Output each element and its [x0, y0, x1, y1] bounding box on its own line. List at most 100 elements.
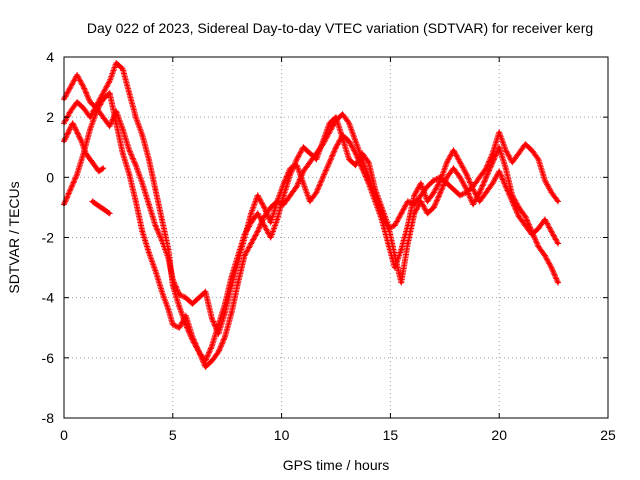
data-point: [341, 112, 345, 116]
data-point: [504, 148, 508, 152]
y-axis-label: SDTVAR / TECUs: [6, 181, 22, 293]
data-point: [471, 202, 475, 206]
data-point: [367, 160, 371, 164]
y-tick-label: -4: [42, 290, 55, 306]
data-point: [543, 254, 547, 258]
data-point: [478, 199, 482, 203]
data-point: [288, 193, 292, 197]
data-point: [140, 181, 144, 185]
data-point: [140, 229, 144, 233]
data-point: [160, 239, 164, 243]
data-point: [452, 187, 456, 191]
data-point: [327, 130, 331, 134]
data-point: [197, 350, 201, 354]
data-point: [412, 211, 416, 215]
data-point: [171, 323, 175, 327]
data-point: [147, 157, 151, 161]
data-point: [432, 190, 436, 194]
data-point: [478, 175, 482, 179]
data-point: [419, 199, 423, 203]
y-tick-label: 4: [46, 49, 54, 65]
data-point: [216, 350, 220, 354]
series-track-c: [61, 90, 561, 364]
data-point: [295, 157, 299, 161]
data-point: [321, 139, 325, 143]
data-point: [517, 151, 521, 155]
y-tick-label: 0: [46, 169, 54, 185]
data-point: [334, 145, 338, 149]
data-point: [249, 242, 253, 246]
data-point: [327, 121, 331, 125]
data-point: [79, 139, 83, 143]
x-tick-label: 5: [169, 427, 177, 443]
data-point: [484, 190, 488, 194]
data-point: [108, 79, 112, 83]
data-point: [380, 217, 384, 221]
data-point: [491, 181, 495, 185]
data-point: [380, 205, 384, 209]
data-point: [543, 217, 547, 221]
data-point: [556, 199, 560, 203]
data-point: [425, 199, 429, 203]
data-point: [465, 172, 469, 176]
data-point: [497, 145, 501, 149]
data-point: [406, 223, 410, 227]
data-point: [269, 236, 273, 239]
data-point: [210, 344, 214, 348]
data-point: [360, 151, 364, 155]
data-point: [406, 242, 410, 246]
data-point: [101, 115, 105, 119]
data-point: [197, 296, 201, 300]
data-point: [478, 190, 482, 194]
data-point: [425, 211, 429, 215]
data-point: [282, 181, 286, 185]
axis-ticks: 0 5 10 15 20 25 -8 -6 -4 -2 0 2 4: [42, 49, 616, 443]
data-point: [153, 269, 157, 273]
data-point: [308, 151, 312, 155]
y-tick-label: -6: [42, 350, 55, 366]
data-point: [101, 166, 105, 170]
data-point: [419, 181, 423, 185]
data-point: [458, 193, 462, 197]
data-point: [190, 302, 194, 306]
data-point: [354, 139, 358, 143]
data-point: [160, 217, 164, 221]
data-point: [517, 214, 521, 218]
data-point: [256, 229, 260, 233]
data-point: [69, 187, 73, 191]
data-point: [556, 281, 560, 285]
data-point: [147, 251, 151, 255]
data-point: [308, 160, 312, 164]
data-point: [127, 91, 131, 95]
data-point: [203, 290, 207, 294]
data-point: [114, 61, 118, 65]
data-point: [321, 175, 325, 179]
data-point: [510, 160, 514, 164]
data-point: [75, 100, 79, 104]
series-markers: [61, 90, 561, 364]
series-track-e: [89, 198, 113, 217]
data-point: [523, 142, 527, 146]
data-point: [71, 121, 75, 125]
data-point: [75, 172, 79, 176]
data-point: [549, 229, 553, 233]
data-point: [171, 278, 175, 282]
data-point: [406, 199, 410, 203]
data-point: [103, 208, 107, 212]
y-tick-label: 2: [46, 109, 54, 125]
data-point: [256, 193, 260, 197]
data-point: [223, 302, 227, 306]
data-point: [95, 109, 99, 113]
data-point: [190, 335, 194, 339]
data-point: [523, 214, 527, 218]
data-point: [354, 151, 358, 155]
data-point: [97, 169, 101, 173]
data-point: [354, 163, 358, 167]
data-point: [121, 127, 125, 131]
chart-title: Day 022 of 2023, Sidereal Day-to-day VTE…: [87, 20, 593, 36]
data-point: [88, 127, 92, 131]
data-point: [90, 199, 94, 203]
y-tick-label: -8: [42, 410, 55, 426]
data-point: [347, 157, 351, 161]
